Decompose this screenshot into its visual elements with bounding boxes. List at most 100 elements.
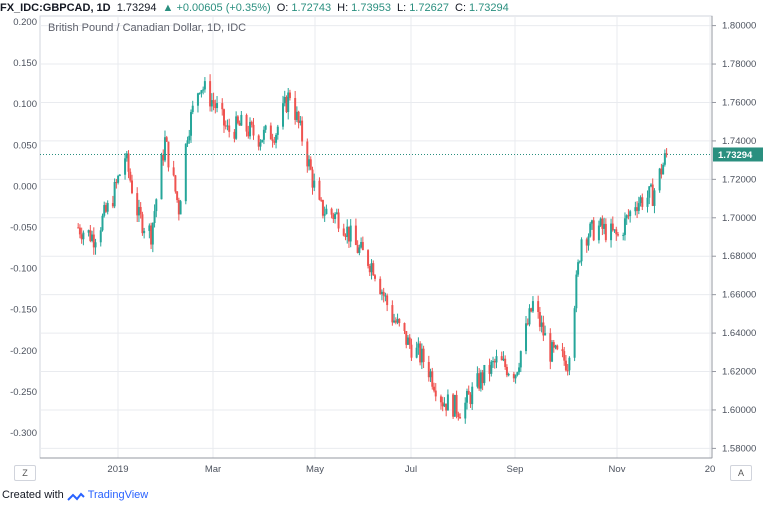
candle-body	[476, 373, 479, 387]
tradingview-logo-icon[interactable]	[67, 490, 85, 501]
candle-body	[519, 351, 522, 368]
candle-body	[483, 364, 486, 384]
candle-body	[590, 220, 593, 224]
y-right-tick-label: 1.68000	[722, 251, 756, 262]
candle-body	[275, 134, 278, 143]
open-value: 1.72743	[291, 2, 332, 14]
candle-body	[89, 230, 92, 241]
candle-body	[526, 323, 529, 325]
y-left-tick-label: -0.200	[10, 346, 37, 357]
candle-body	[247, 131, 250, 137]
candle-body	[479, 372, 482, 389]
candle-body	[269, 125, 272, 140]
candle-body	[259, 142, 262, 147]
low-value: 1.72627	[409, 2, 449, 14]
candle-body	[273, 141, 276, 143]
candle-body	[469, 394, 472, 405]
candle-body	[252, 124, 255, 136]
candle-body	[212, 100, 215, 104]
candle-body	[176, 191, 179, 201]
candle-body	[537, 301, 540, 313]
candle-body	[403, 323, 406, 332]
candle-body	[374, 275, 376, 279]
candle-body	[297, 111, 300, 123]
candle-body	[649, 184, 652, 187]
candle-body	[200, 90, 203, 93]
candle-body	[431, 371, 434, 387]
candle-body	[452, 394, 455, 417]
candle-body	[318, 180, 321, 200]
candle-body	[288, 92, 291, 99]
candle-body	[130, 180, 133, 194]
candle-body	[648, 186, 651, 198]
candle-body	[91, 234, 94, 241]
y-left-tick-label: 0.150	[13, 58, 37, 69]
symbol-label: FX_IDC:GBPCAD, 1D	[0, 2, 111, 14]
y-left-tick-label: -0.100	[10, 264, 37, 275]
auto-scale-button[interactable]: A	[730, 465, 752, 481]
candle-body	[505, 366, 508, 376]
candle-body	[335, 212, 338, 214]
candle-body	[549, 333, 552, 362]
candle-body	[611, 223, 614, 231]
y-right-tick-label: 1.66000	[722, 290, 756, 301]
candle-body	[179, 201, 182, 215]
candle-body	[125, 153, 128, 159]
candle-body	[172, 167, 175, 176]
candle-body	[665, 153, 668, 155]
candle-body	[443, 403, 446, 407]
candle-body	[495, 356, 498, 363]
tradingview-link[interactable]: TradingView	[87, 489, 149, 501]
candle-body	[514, 375, 517, 379]
candle-body	[481, 372, 484, 384]
candle-body	[573, 308, 576, 358]
candle-body	[380, 291, 383, 294]
candle-body	[544, 333, 547, 336]
candle-body	[346, 226, 349, 237]
candle-body	[309, 159, 312, 170]
candle-body	[118, 174, 121, 176]
open-label: O:	[276, 2, 289, 14]
candle-body	[445, 403, 448, 411]
candle-body	[285, 96, 288, 113]
candle-body	[99, 230, 102, 243]
candle-body	[639, 197, 642, 204]
candle-body	[580, 239, 583, 262]
candle-body	[276, 126, 279, 135]
candle-body	[165, 137, 168, 142]
candle-body	[283, 96, 286, 104]
candle-body	[507, 373, 510, 376]
candle-body	[597, 225, 600, 241]
candle-body	[663, 153, 666, 165]
candle-body	[162, 154, 165, 161]
candle-body	[214, 103, 217, 109]
candle-body	[589, 223, 592, 237]
zoom-button[interactable]: Z	[14, 465, 36, 481]
close-label: C:	[455, 2, 467, 14]
candle-body	[295, 111, 298, 120]
candle-body	[525, 323, 528, 352]
candle-body	[188, 135, 191, 141]
candle-body	[224, 125, 227, 127]
candle-body	[153, 211, 156, 223]
high-label: H:	[337, 2, 349, 14]
candle-body	[502, 358, 505, 361]
candle-body	[646, 197, 649, 207]
candle-body	[467, 390, 470, 395]
candle-body	[396, 318, 399, 323]
candle-body	[564, 360, 567, 371]
candle-body	[191, 105, 194, 113]
candle-body	[311, 169, 314, 188]
candle-body	[294, 98, 297, 120]
candle-body	[613, 229, 616, 231]
candle-body	[250, 121, 253, 125]
candle-body	[622, 234, 625, 236]
candle-body	[261, 139, 264, 143]
candle-body	[198, 92, 201, 94]
candle-body	[127, 153, 130, 172]
x-tick-label: 2019	[107, 464, 128, 475]
candle-body	[653, 190, 656, 206]
candle-body	[512, 373, 515, 379]
created-with-label: Created with	[2, 489, 64, 501]
